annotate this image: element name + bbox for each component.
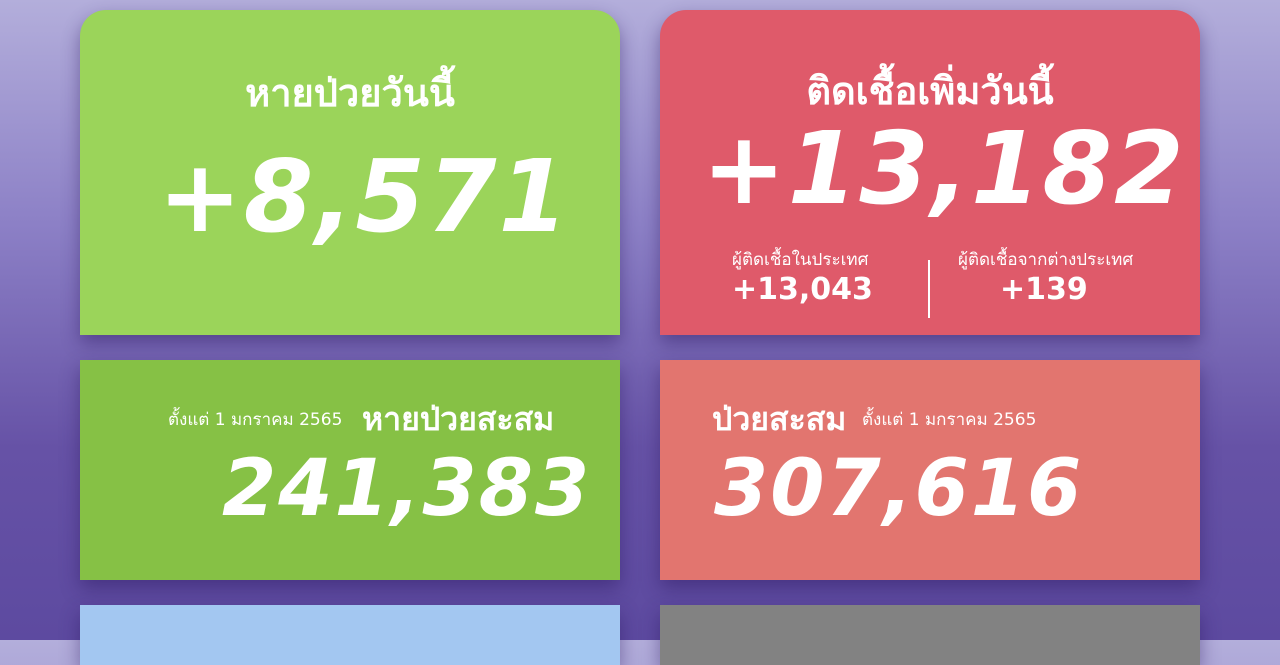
recovered-cumulative-title: หายป่วยสะสม bbox=[362, 400, 555, 438]
recovered-cumulative-value: 241,383 bbox=[222, 444, 592, 534]
cases-cumulative-value: 307,616 bbox=[714, 444, 1084, 534]
recovered-today-value: +8,571 bbox=[158, 138, 571, 255]
recovered-cumulative-since: ตั้งแต่ 1 มกราคม 2565 bbox=[168, 410, 343, 430]
new-cases-today-card: ติดเชื้อเพิ่มวันนี้ +13,182 ผู้ติดเชื้อใ… bbox=[660, 10, 1200, 335]
cases-cumulative-card: ป่วยสะสม ตั้งแต่ 1 มกราคม 2565 307,616 bbox=[660, 360, 1200, 580]
domestic-cases-label: ผู้ติดเชื้อในประเทศ bbox=[732, 250, 869, 270]
imported-cases-value: +139 bbox=[1000, 272, 1088, 307]
new-cases-today-title: ติดเชื้อเพิ่มวันนี้ bbox=[806, 69, 1054, 113]
domestic-cases-value: +13,043 bbox=[732, 272, 873, 307]
info-card-blue bbox=[80, 605, 620, 665]
new-cases-today-value: +13,182 bbox=[702, 110, 1186, 227]
divider bbox=[928, 260, 930, 318]
info-card-gray bbox=[660, 605, 1200, 665]
recovered-cumulative-card: ตั้งแต่ 1 มกราคม 2565 หายป่วยสะสม 241,38… bbox=[80, 360, 620, 580]
imported-cases-label: ผู้ติดเชื้อจากต่างประเทศ bbox=[958, 250, 1134, 270]
cases-cumulative-title: ป่วยสะสม bbox=[712, 400, 847, 438]
recovered-today-card: หายป่วยวันนี้ +8,571 bbox=[80, 10, 620, 335]
recovered-today-title: หายป่วยวันนี้ bbox=[245, 71, 455, 115]
cases-cumulative-since: ตั้งแต่ 1 มกราคม 2565 bbox=[862, 410, 1037, 430]
